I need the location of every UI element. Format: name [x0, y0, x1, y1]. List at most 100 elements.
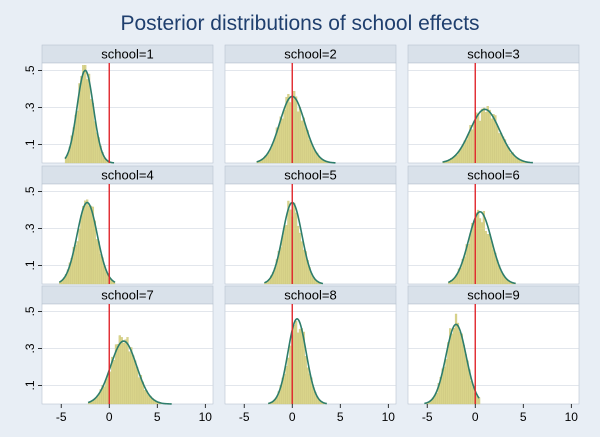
y-tick-label: .3: [23, 223, 37, 233]
histogram-bar: [84, 200, 87, 285]
density-curve: [256, 95, 336, 164]
histogram-bar: [482, 211, 486, 285]
histogram-bar: [86, 79, 89, 164]
histogram-bar: [293, 324, 296, 405]
histogram-bar: [80, 215, 83, 285]
histogram-bar: [93, 121, 96, 164]
histogram-bar: [492, 249, 495, 285]
chart-title: Posterior distributions of school effect…: [120, 12, 479, 35]
x-tick-label: 5: [337, 410, 344, 424]
histogram-bar: [76, 110, 79, 164]
histogram-bar: [279, 247, 282, 285]
histogram-bar: [298, 232, 302, 285]
histogram-bar: [477, 113, 480, 164]
histogram-bar: [456, 322, 460, 405]
histogram-bar: [484, 230, 487, 285]
histogram-bar: [281, 118, 284, 164]
panel-strip-label: school=7: [101, 288, 153, 303]
histogram-bar: [99, 254, 102, 285]
histogram-bar: [443, 366, 446, 405]
histogram-bar: [293, 90, 296, 164]
y-tick-label: .5: [23, 65, 37, 75]
histogram-bar: [294, 320, 298, 405]
histogram-bar: [469, 233, 472, 285]
panel-plot-area: [41, 183, 214, 285]
x-tick-label: -5: [422, 410, 433, 424]
panel-1: school=1 .1 .3 .5: [23, 44, 214, 164]
histogram-bar: [266, 154, 269, 164]
histogram-bar: [471, 222, 474, 285]
y-tick-label: .5: [23, 186, 37, 196]
histogram-bar: [285, 96, 288, 164]
x-tick-label: 10: [565, 410, 579, 424]
histogram-bar: [459, 148, 462, 164]
histogram-bar: [283, 374, 286, 405]
panel-plot-area: [407, 303, 580, 405]
histogram-bar: [492, 114, 495, 164]
histogram-bar: [270, 148, 273, 164]
histogram-bar: [271, 143, 275, 164]
panel-strip-label: school=4: [101, 168, 153, 183]
histogram-bar: [308, 139, 311, 164]
y-tick-label: .5: [23, 306, 37, 316]
histogram-bar: [78, 228, 81, 285]
density-curve: [442, 108, 533, 164]
histogram-bar: [509, 152, 512, 164]
histogram-bar: [105, 379, 108, 405]
density-curve: [268, 318, 327, 405]
histogram-bar: [296, 111, 300, 164]
histogram-bar: [486, 106, 489, 164]
histogram-bar: [458, 331, 461, 405]
histogram-bar: [283, 226, 286, 285]
x-tick-label: 0: [289, 410, 296, 424]
histogram-bar: [490, 118, 493, 164]
histogram-bar: [298, 328, 302, 405]
histogram-bar: [482, 107, 486, 164]
histogram-bar: [455, 155, 459, 164]
panel-strip-label: school=1: [101, 47, 153, 62]
histogram-bar: [74, 244, 77, 285]
x-tick-label: 0: [106, 410, 113, 424]
histogram-bar: [84, 65, 87, 164]
density-curve: [64, 69, 115, 164]
histogram-bar: [95, 239, 98, 285]
panel-4: school=4 .1 .3 .5: [23, 165, 214, 285]
histogram-bar: [471, 129, 474, 164]
panel-strip-label: school=3: [467, 47, 519, 62]
histogram-bar: [293, 202, 296, 285]
histogram-bar: [285, 365, 288, 405]
density-curve: [58, 201, 116, 283]
histogram-bar: [298, 107, 302, 164]
histogram-bar: [451, 333, 454, 405]
histogram-bar: [89, 99, 93, 164]
histogram-bar: [120, 337, 123, 405]
histogram-bar: [461, 145, 464, 164]
histogram-bar: [484, 112, 487, 164]
histogram-bar: [277, 126, 280, 164]
y-tick-label: .3: [23, 102, 37, 112]
histogram-bar: [467, 243, 470, 285]
x-tick-label: 10: [382, 410, 396, 424]
histogram-bar: [304, 127, 307, 164]
histogram-bar: [304, 356, 307, 405]
panel-strip-label: school=9: [467, 288, 519, 303]
histogram-bar: [470, 381, 473, 405]
x-tick-label: 5: [520, 410, 527, 424]
histogram-bar: [134, 360, 137, 405]
histogram-bar: [122, 342, 125, 405]
panel-strip-label: school=5: [284, 168, 336, 183]
panel-strip-label: school=8: [284, 288, 336, 303]
histogram-bar: [490, 241, 493, 285]
histogram-bar: [296, 332, 300, 405]
histogram-bar: [116, 343, 120, 405]
y-tick-label: .1: [23, 380, 37, 390]
histogram-bar: [287, 357, 290, 405]
histogram-bar: [76, 241, 79, 285]
x-tick-label: -5: [56, 410, 67, 424]
panel-strip-label: school=2: [284, 47, 336, 62]
histogram-bar: [130, 347, 133, 405]
histogram-bar: [478, 218, 482, 285]
histogram-bar: [300, 241, 303, 285]
histogram-bar: [306, 367, 309, 405]
